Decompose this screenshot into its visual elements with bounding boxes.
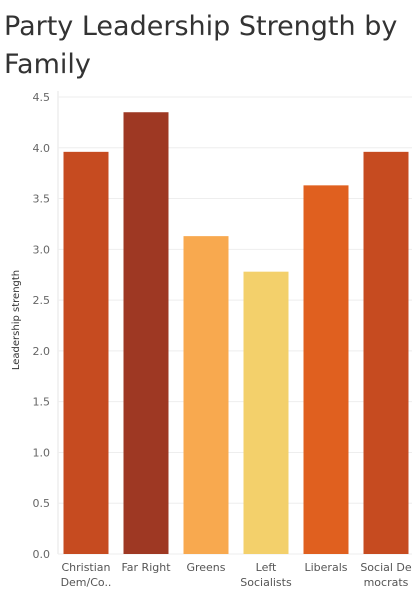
x-category-label: mocrats	[364, 576, 409, 589]
chart-title: Party Leadership Strength by Family	[4, 11, 398, 80]
bar[interactable]	[363, 151, 409, 554]
y-tick-label: 1.0	[33, 446, 51, 459]
y-axis-title: Leadership strength	[11, 270, 22, 370]
bar[interactable]	[63, 151, 109, 554]
y-tick-label: 0.5	[33, 497, 51, 510]
bar[interactable]	[303, 185, 349, 554]
y-tick-label: 0.0	[33, 548, 51, 561]
y-axis-ticks: 0.0 0.5 1.0 1.5 2.0 2.5 3.0 3.5 4.0 4.5	[33, 91, 51, 561]
y-tick-label: 2.5	[33, 294, 51, 307]
x-category-label: Socialists	[240, 576, 292, 589]
y-tick-label: 3.0	[33, 243, 51, 256]
bar[interactable]	[183, 236, 229, 554]
y-tick-label: 3.5	[33, 193, 51, 206]
x-category-label: Left	[256, 561, 277, 574]
x-category-label: Greens	[186, 561, 225, 574]
bars	[63, 112, 409, 554]
x-category-label: Dem/Co..	[61, 576, 112, 589]
x-axis-categories: Christian Dem/Co.. Far Right Greens Left Soci…	[61, 561, 412, 589]
x-category-label: Christian	[61, 561, 110, 574]
gridlines	[57, 91, 412, 555]
y-tick-label: 4.5	[33, 91, 51, 104]
x-category-label: Liberals	[305, 561, 348, 574]
x-category-label: Social De	[360, 561, 412, 574]
x-category-label: Far Right	[121, 561, 171, 574]
y-tick-label: 4.0	[33, 142, 51, 155]
y-tick-label: 2.0	[33, 345, 51, 358]
y-tick-label: 1.5	[33, 396, 51, 409]
bar[interactable]	[243, 271, 289, 554]
bar[interactable]	[123, 112, 169, 554]
